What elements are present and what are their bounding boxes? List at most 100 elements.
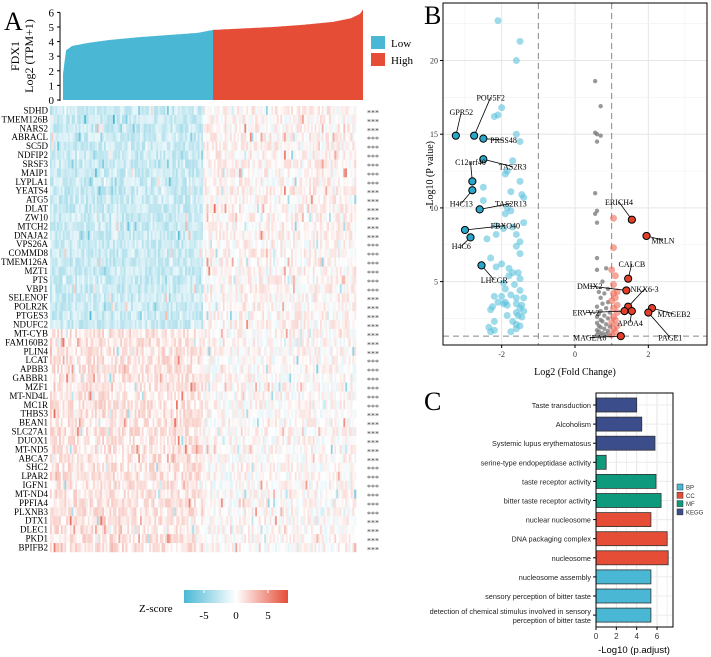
- heatmap-cell: [257, 239, 260, 249]
- heatmap-cell: [343, 204, 346, 214]
- heatmap-cell: [275, 132, 278, 142]
- heatmap-cell: [248, 141, 251, 151]
- heatmap-cell: [89, 329, 92, 339]
- heatmap-cell: [266, 329, 269, 339]
- heatmap-cell: [172, 230, 175, 240]
- heatmap-cell: [185, 213, 188, 223]
- heatmap-cell: [208, 213, 211, 223]
- heatmap-cell: [338, 320, 341, 330]
- heatmap-cell: [303, 186, 306, 196]
- heatmap-cell: [300, 337, 303, 348]
- heatmap-cell: [120, 320, 123, 330]
- heatmap-cell: [348, 266, 351, 276]
- heatmap-cell: [172, 204, 175, 214]
- heatmap-cell: [122, 106, 125, 116]
- heatmap-cell: [80, 195, 83, 205]
- heatmap-cell: [266, 355, 269, 365]
- heatmap-cell: [305, 221, 308, 232]
- heatmap-cell: [132, 132, 135, 142]
- heatmap-cell: [55, 302, 58, 312]
- heatmap-cell: [239, 337, 242, 348]
- heatmap-cell: [311, 230, 314, 240]
- heatmap-cell: [239, 355, 242, 365]
- heatmap-cell: [264, 239, 267, 249]
- heatmap-cell: [341, 320, 344, 330]
- heatmap-cell: [258, 132, 261, 142]
- heatmap-cell: [226, 337, 229, 348]
- heatmap-cell: [260, 132, 263, 142]
- heatmap-cell: [138, 266, 141, 276]
- heatmap-cell: [53, 150, 56, 160]
- heatmap-cell: [158, 293, 161, 303]
- heatmap-cell: [321, 195, 324, 205]
- heatmap-cell: [271, 204, 274, 214]
- heatmap-cell: [183, 132, 186, 142]
- heatmap-cell: [237, 355, 240, 365]
- heatmap-cell: [206, 204, 209, 214]
- heatmap-cell: [210, 141, 213, 151]
- heatmap-cell: [224, 195, 227, 205]
- heatmap-cell: [336, 150, 339, 160]
- heatmap-cell: [354, 266, 357, 276]
- heatmap-cell: [174, 302, 177, 312]
- heatmap-cell: [311, 159, 314, 169]
- heatmap-cell: [327, 337, 330, 348]
- heatmap-cell: [329, 239, 332, 249]
- heatmap-cell: [154, 302, 157, 312]
- heatmap-cell: [237, 132, 240, 142]
- heatmap-cell: [302, 230, 305, 240]
- heatmap-cell: [78, 337, 81, 348]
- heatmap-cell: [336, 284, 339, 294]
- heatmap-cell: [327, 123, 330, 133]
- heatmap-cell: [82, 329, 85, 339]
- heatmap-cell: [86, 275, 89, 285]
- heatmap-cell: [78, 346, 81, 356]
- heatmap-cell: [129, 177, 132, 187]
- heatmap-cell: [59, 293, 62, 303]
- heatmap-cell: [303, 132, 306, 142]
- heatmap-cell: [78, 248, 81, 258]
- heatmap-cell: [219, 213, 222, 223]
- heatmap-cell: [181, 275, 184, 285]
- heatmap-cell: [269, 213, 272, 223]
- heatmap-cell: [111, 275, 114, 285]
- heatmap-cell: [120, 141, 123, 151]
- heatmap-cell: [302, 141, 305, 151]
- heatmap-cell: [179, 141, 182, 151]
- heatmap-cell: [114, 195, 117, 205]
- heatmap-cell: [104, 168, 107, 178]
- heatmap-cell: [338, 293, 341, 303]
- heatmap-cell: [285, 346, 288, 356]
- heatmap-cell: [347, 186, 350, 196]
- heatmap-cell: [215, 337, 218, 348]
- heatmap-cell: [71, 346, 74, 356]
- heatmap-cell: [60, 266, 63, 276]
- heatmap-cell: [71, 123, 74, 133]
- heatmap-cell: [330, 132, 333, 142]
- heatmap-cell: [51, 204, 54, 214]
- heatmap-cell: [204, 186, 207, 196]
- heatmap-cell: [140, 195, 143, 205]
- heatmap-cell: [136, 266, 139, 276]
- heatmap-cell: [57, 114, 60, 125]
- heatmap-cell: [312, 248, 315, 258]
- heatmap-cell: [91, 132, 94, 142]
- heatmap-cell: [194, 230, 197, 240]
- heatmap-cell: [75, 239, 78, 249]
- heatmap-cell: [109, 132, 112, 142]
- heatmap-cell: [93, 159, 96, 169]
- heatmap-cell: [86, 293, 89, 303]
- heatmap-cell: [186, 239, 189, 249]
- heatmap-cell: [80, 266, 83, 276]
- heatmap-cell: [350, 248, 353, 258]
- heatmap-cell: [179, 311, 182, 321]
- heatmap-cell: [235, 177, 238, 187]
- heatmap-cell: [141, 257, 144, 267]
- significance-marker: ***: [367, 135, 379, 144]
- heatmap-cell: [323, 320, 326, 330]
- heatmap-cell: [244, 275, 247, 285]
- heatmap-cell: [307, 159, 310, 169]
- heatmap-cell: [167, 320, 170, 330]
- heatmap-cell: [136, 355, 139, 365]
- significance-marker: ***: [367, 269, 379, 278]
